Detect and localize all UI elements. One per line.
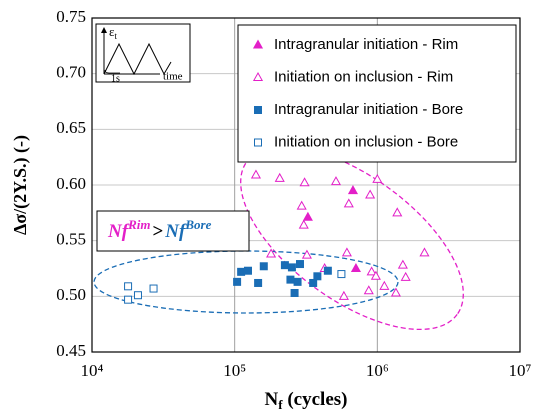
legend-label: Initiation on inclusion - Bore	[274, 133, 458, 150]
y-tick-label: 0.45	[56, 341, 86, 360]
annotation-box	[96, 210, 250, 252]
square-marker	[233, 277, 242, 286]
triangle-marker	[372, 173, 383, 183]
annotation-right: Nf	[164, 221, 187, 242]
series	[250, 169, 430, 300]
y-tick-label: 0.65	[56, 118, 86, 137]
square-marker	[309, 278, 318, 287]
triangle-marker	[347, 185, 359, 195]
inset-y-sub: t	[114, 31, 117, 41]
square-marker	[237, 267, 246, 276]
triangle-marker	[397, 259, 408, 269]
triangle-marker	[299, 177, 310, 187]
x-label-rest: (cycles)	[283, 389, 348, 410]
inset-signal	[103, 42, 172, 76]
x-tick-label: 10⁶	[366, 361, 389, 380]
square-marker	[323, 266, 332, 275]
square-marker	[295, 260, 304, 269]
square-marker	[280, 261, 289, 270]
inset-axes	[103, 30, 160, 75]
triangle-marker	[298, 219, 309, 229]
y-tick-label: 0.60	[56, 174, 86, 193]
legend-marker	[254, 106, 262, 114]
triangle-marker	[338, 290, 349, 300]
annotation-op: >	[152, 221, 163, 242]
legend-marker	[254, 138, 262, 147]
annotation-right-sup: Bore	[184, 217, 211, 232]
triangle-marker	[363, 285, 374, 295]
triangle-marker	[350, 262, 361, 272]
triangle-marker	[266, 248, 277, 258]
x-axis-label: Nf (cycles)	[265, 389, 348, 412]
triangle-marker	[419, 247, 430, 257]
x-tick-label: 10⁵	[223, 361, 246, 380]
triangle-marker	[330, 176, 342, 186]
annotation: NfRim > NfBore	[107, 217, 212, 242]
square-marker	[243, 266, 252, 275]
square-marker	[287, 263, 296, 272]
y-tick-label: 0.75	[56, 7, 86, 26]
legend-marker	[252, 71, 264, 81]
inset-y-main: ε	[109, 24, 115, 39]
square-marker	[254, 278, 263, 287]
triangle-marker	[390, 287, 401, 297]
triangle-marker	[365, 189, 376, 199]
annotation-left: Nf	[107, 221, 130, 242]
square-marker	[133, 291, 142, 300]
series	[233, 260, 332, 297]
plot-border	[91, 17, 521, 353]
series	[302, 185, 361, 272]
x-label-sub: f	[278, 397, 283, 412]
triangle-marker	[366, 266, 377, 276]
triangle-marker	[370, 270, 381, 280]
triangle-marker	[296, 200, 307, 210]
square-marker	[124, 295, 133, 304]
legend-marker	[252, 39, 264, 49]
inset-y-label: εt	[109, 24, 117, 41]
triangle-marker	[400, 271, 411, 281]
legend-label: Intragranular initiation - Bore	[274, 101, 463, 118]
square-marker	[259, 262, 268, 271]
inset-box	[95, 23, 191, 83]
inset-period	[104, 69, 120, 74]
y-tick-label: 0.55	[56, 230, 86, 249]
triangle-marker	[343, 198, 354, 208]
legend-label: Intragranular initiation - Rim	[274, 36, 458, 53]
y-tick-label: 0.50	[56, 285, 86, 304]
x-tick-label: 10⁷	[509, 361, 532, 380]
triangle-marker	[301, 249, 312, 259]
y-tick-label: 0.70	[56, 63, 86, 82]
square-marker	[293, 277, 302, 286]
annotation-left-sup: Rim	[127, 217, 150, 232]
square-marker	[313, 272, 322, 281]
inset-period-label: 1s	[111, 73, 120, 84]
square-marker	[286, 275, 295, 284]
inset-x-label: time	[163, 71, 183, 83]
x-label-main: N	[265, 389, 279, 410]
bore-ellipse	[93, 250, 399, 314]
legend-label: Initiation on inclusion - Rim	[274, 68, 453, 85]
square-marker	[290, 288, 299, 297]
square-marker	[124, 282, 133, 291]
square-marker	[337, 270, 346, 279]
square-marker	[149, 284, 158, 293]
triangle-marker	[341, 247, 352, 257]
triangle-marker	[379, 280, 390, 290]
triangle-marker	[274, 172, 285, 182]
series	[124, 270, 346, 304]
triangle-marker	[250, 169, 262, 179]
inset-arrow	[101, 27, 107, 33]
rim-ellipse	[240, 145, 464, 331]
x-tick-label: 10⁴	[81, 361, 104, 380]
y-axis-label: Δσ/(2Y.S.) (-)	[10, 135, 31, 235]
triangle-marker	[392, 207, 403, 217]
legend-box	[237, 24, 517, 163]
triangle-marker	[302, 211, 313, 221]
